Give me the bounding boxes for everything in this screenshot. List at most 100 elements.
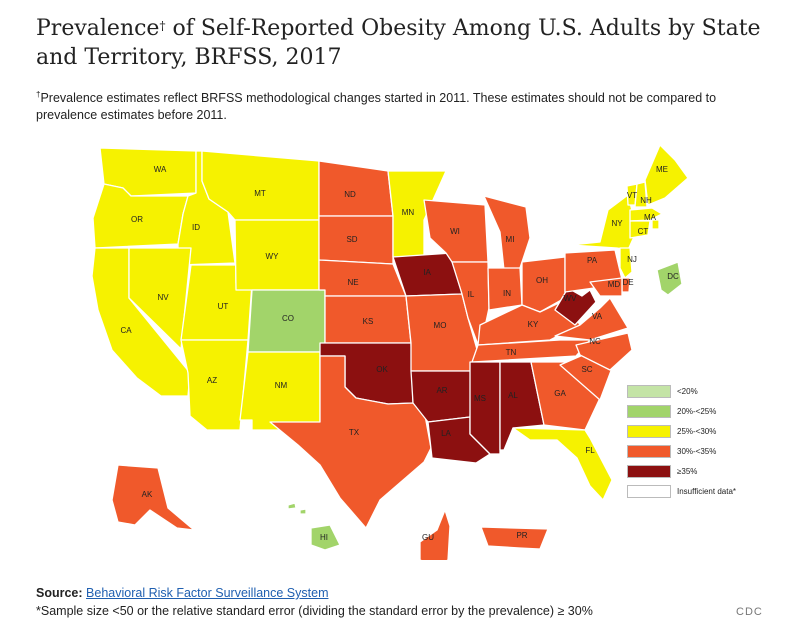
legend-swatch	[627, 404, 671, 418]
state-label-de: DE	[622, 278, 633, 287]
state-label-ks: KS	[363, 317, 374, 326]
state-label-il: IL	[468, 290, 475, 299]
state-label-fl: FL	[585, 446, 595, 455]
state-ms	[469, 361, 501, 455]
state-label-ga: GA	[554, 389, 566, 398]
state-nc	[575, 332, 633, 371]
map-legend: <20% 20%-<25% 25%-<30% 30%-<35% ≥35% Insuffic…	[627, 381, 747, 501]
state-label-or: OR	[131, 215, 143, 224]
state-label-ca: CA	[120, 326, 132, 335]
state-label-mi: MI	[506, 235, 515, 244]
state-label-wy: WY	[266, 252, 280, 261]
legend-label: ≥35%	[677, 466, 698, 476]
state-label-mo: MO	[434, 321, 447, 330]
legend-item-insufficient: Insufficient data*	[627, 481, 747, 501]
state-label-la: LA	[441, 429, 451, 438]
state-nm	[239, 351, 321, 431]
state-nh	[634, 181, 648, 208]
state-label-mt: MT	[254, 189, 266, 198]
legend-item-ge35: ≥35%	[627, 461, 747, 481]
state-label-md: MD	[608, 280, 621, 289]
state-label-hi: HI	[320, 533, 328, 542]
state-label-ny: NY	[611, 219, 623, 228]
state-fl	[512, 427, 613, 501]
state-label-in: IN	[503, 289, 511, 298]
state-md	[589, 277, 623, 297]
state-me	[644, 144, 689, 206]
state-label-va: VA	[592, 312, 603, 321]
state-label-az: AZ	[207, 376, 217, 385]
state-tx	[269, 355, 432, 529]
state-label-nj: NJ	[627, 255, 637, 264]
state-label-ma: MA	[644, 213, 657, 222]
state-label-tx: TX	[349, 428, 360, 437]
state-ny	[570, 194, 638, 251]
state-label-dc: DC	[667, 272, 679, 281]
legend-item-lt20: <20%	[627, 381, 747, 401]
source-link[interactable]: Behavioral Risk Factor Surveillance Syst…	[86, 586, 329, 600]
state-label-ok: OK	[376, 365, 388, 374]
legend-item-c20_25: 20%-<25%	[627, 401, 747, 421]
state-mi	[483, 195, 531, 271]
legend-item-c25_30: 25%-<30%	[627, 421, 747, 441]
state-label-me: ME	[656, 165, 668, 174]
state-label-nc: NC	[589, 337, 601, 346]
state-label-ak: AK	[142, 490, 153, 499]
state-label-ky: KY	[528, 320, 539, 329]
state-label-ms: MS	[474, 394, 486, 403]
state-label-nd: ND	[344, 190, 356, 199]
state-label-sc: SC	[581, 365, 592, 374]
state-label-co: CO	[282, 314, 294, 323]
state-pr	[480, 526, 549, 550]
state-label-al: AL	[508, 391, 518, 400]
legend-swatch	[627, 384, 671, 398]
state-oh	[521, 256, 566, 313]
state-label-sd: SD	[346, 235, 357, 244]
state-label-ct: CT	[638, 227, 649, 236]
state-label-id: ID	[192, 223, 200, 232]
legend-label: <20%	[677, 386, 698, 396]
state-label-tn: TN	[506, 348, 517, 357]
state-dc	[656, 261, 683, 296]
legend-swatch	[627, 444, 671, 458]
methodology-note: †Prevalence estimates reflect BRFSS meth…	[36, 90, 717, 123]
state-label-mn: MN	[402, 208, 415, 217]
state-label-ut: UT	[218, 302, 229, 311]
legend-label: Insufficient data*	[677, 486, 737, 496]
state-label-gu: GU	[422, 533, 434, 542]
legend-swatch	[627, 484, 671, 498]
state-ma	[629, 207, 663, 222]
legend-swatch	[627, 464, 671, 478]
legend-item-c30_35: 30%-<35%	[627, 441, 747, 461]
state-nj	[619, 247, 633, 279]
state-label-nv: NV	[157, 293, 169, 302]
state-label-vt: VT	[627, 191, 637, 200]
cdc-credit: CDC	[736, 606, 763, 618]
state-nv	[128, 247, 192, 350]
state-ak	[111, 464, 195, 531]
source-line: Source: Behavioral Risk Factor Surveilla…	[36, 586, 329, 600]
legend-label: 25%-<30%	[677, 426, 717, 436]
state-label-pa: PA	[587, 256, 598, 265]
legend-label: 30%-<35%	[677, 446, 717, 456]
state-ne	[318, 259, 407, 297]
state-gu	[419, 509, 451, 560]
state-ct	[629, 220, 651, 239]
state-label-wi: WI	[450, 227, 460, 236]
state-label-nh: NH	[640, 196, 652, 205]
state-nd	[318, 160, 394, 217]
state-label-oh: OH	[536, 276, 548, 285]
state-va	[554, 297, 629, 341]
legend-swatch	[627, 424, 671, 438]
state-label-ne: NE	[347, 278, 358, 287]
state-label-pr: PR	[516, 531, 527, 540]
us-obesity-map: WA OR CA ID NV UT AZ MT WY CO NM ND SD NE KS OK TX MN IA MO…	[91, 144, 689, 560]
state-label-ar: AR	[436, 386, 447, 395]
footnote: *Sample size <50 or the relative standar…	[36, 604, 593, 618]
state-label-nm: NM	[275, 381, 288, 390]
state-ri	[651, 219, 660, 230]
state-label-wa: WA	[154, 165, 167, 174]
legend-label: 20%-<25%	[677, 406, 717, 416]
state-label-ia: IA	[423, 268, 431, 277]
state-hi	[287, 502, 341, 551]
